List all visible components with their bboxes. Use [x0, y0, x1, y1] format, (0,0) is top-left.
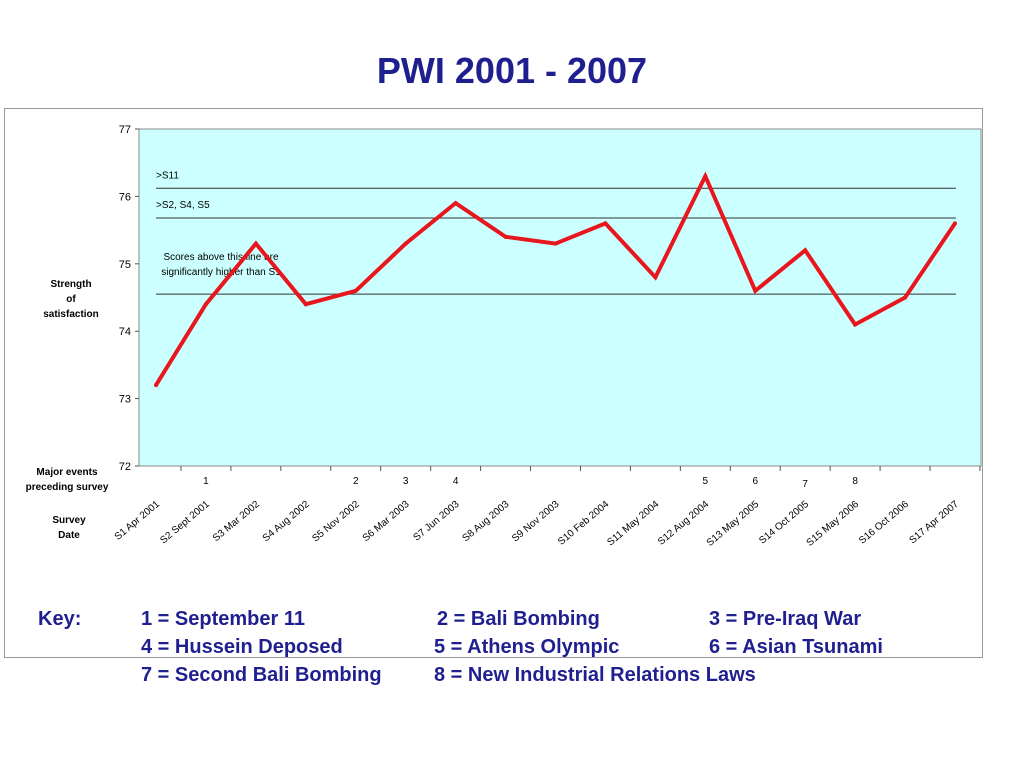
event-marker: 8	[852, 476, 858, 487]
key-item-8: 8 = New Industrial Relations Laws	[434, 664, 756, 686]
event-key: Key: 1 = September 11 2 = Bali Bombing 3…	[0, 608, 1024, 698]
event-marker: 6	[752, 476, 758, 487]
key-item-2: 2 = Bali Bombing	[437, 608, 600, 630]
x-tick-label: S6 Mar 2003	[361, 499, 412, 545]
chart-title: PWI 2001 - 2007	[376, 50, 648, 91]
event-marker: 7	[802, 479, 808, 490]
x-tick-label: S13 May 2005	[705, 499, 762, 549]
data-point	[403, 241, 408, 246]
data-point	[853, 322, 858, 327]
data-point	[753, 288, 758, 293]
x-tick-label: S15 May 2006	[805, 499, 862, 549]
x-tick-label: S16 Oct 2006	[857, 499, 911, 547]
y-tick-label: 76	[119, 191, 131, 203]
x-tick-label: S2 Sept 2001	[158, 499, 212, 547]
x-tick-label: S1 Apr 2001	[113, 499, 163, 543]
key-item-4: 4 = Hussein Deposed	[141, 636, 343, 658]
event-marker: 1	[203, 476, 209, 487]
events-row-label: Major events	[36, 467, 98, 478]
event-marker: 3	[403, 476, 409, 487]
key-item-7: 7 = Second Bali Bombing	[141, 664, 382, 686]
data-point	[503, 234, 508, 239]
data-point	[553, 241, 558, 246]
data-point	[253, 241, 258, 246]
events-row-label: preceding survey	[26, 482, 109, 493]
key-item-1: 1 = September 11	[141, 608, 305, 630]
y-tick-label: 74	[119, 326, 131, 338]
data-point	[453, 201, 458, 206]
y-tick-label: 73	[119, 394, 131, 406]
data-point	[154, 383, 158, 388]
x-tick-label: S8 Aug 2003	[461, 499, 512, 545]
key-item-5: 5 = Athens Olympic	[434, 636, 620, 658]
threshold-label: >S11	[156, 170, 179, 181]
data-point	[953, 221, 957, 226]
data-point	[803, 248, 808, 253]
y-tick-label: 75	[119, 259, 131, 271]
event-marker: 2	[353, 476, 359, 487]
chart-frame: 72 73 74 75 76 77 Scores above this line are si…	[4, 108, 983, 658]
threshold-note: Scores above this line are	[163, 252, 279, 263]
x-tick-label: S9 Nov 2003	[510, 499, 562, 545]
x-tick-label: S5 Nov 2002	[310, 499, 362, 545]
y-tick-label: 72	[119, 461, 131, 473]
x-tick-label: S4 Aug 2002	[261, 499, 312, 545]
date-row-label: Date	[58, 530, 80, 541]
key-item-3: 3 = Pre-Iraq War	[709, 608, 862, 630]
data-point	[303, 302, 308, 307]
plot-area	[138, 128, 982, 467]
threshold-note: significantly higher than S1	[161, 267, 281, 278]
x-tick-label: S7 Jun 2003	[411, 499, 461, 544]
data-point	[203, 302, 208, 307]
date-row-label: Survey	[52, 515, 86, 526]
y-axis-label: Strength	[50, 279, 91, 290]
data-point	[903, 295, 908, 300]
key-item-6: 6 = Asian Tsunami	[709, 636, 883, 658]
x-tick-label: S17 Apr 2007	[907, 499, 961, 547]
x-tick-label: S11 May 2004	[605, 499, 661, 549]
data-point	[703, 174, 708, 179]
event-marker: 5	[703, 476, 709, 487]
y-axis-label: satisfaction	[43, 309, 99, 320]
threshold-label: >S2, S4, S5	[156, 200, 210, 211]
data-point	[353, 288, 358, 293]
key-heading: Key:	[38, 608, 82, 630]
data-point	[653, 275, 658, 280]
y-tick-label: 77	[119, 124, 131, 136]
y-axis-label: of	[66, 294, 76, 305]
x-tick-label: S10 Feb 2004	[556, 499, 612, 548]
x-tick-label: S3 Mar 2002	[211, 499, 262, 545]
x-tick-label: S14 Oct 2005	[757, 499, 811, 547]
x-tick-label: S12 Aug 2004	[656, 499, 712, 548]
data-point	[603, 221, 608, 226]
event-marker: 4	[453, 476, 459, 487]
